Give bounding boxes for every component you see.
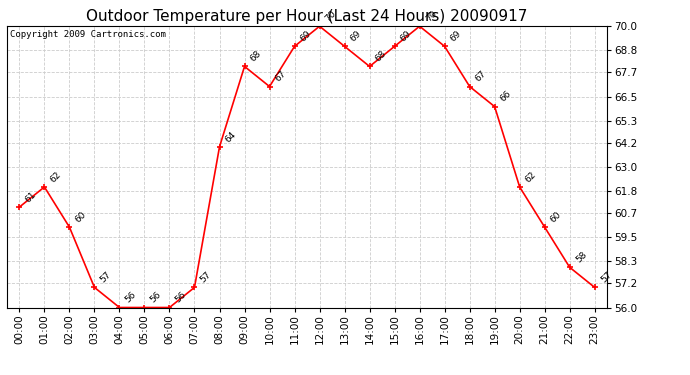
Text: 56: 56 xyxy=(148,290,163,305)
Text: 67: 67 xyxy=(274,69,288,84)
Text: Copyright 2009 Cartronics.com: Copyright 2009 Cartronics.com xyxy=(10,30,166,39)
Text: 61: 61 xyxy=(23,190,38,204)
Text: 62: 62 xyxy=(524,170,538,184)
Text: 58: 58 xyxy=(574,250,589,264)
Text: 69: 69 xyxy=(299,29,313,44)
Text: 66: 66 xyxy=(499,89,513,104)
Text: 69: 69 xyxy=(348,29,363,44)
Text: 64: 64 xyxy=(224,130,238,144)
Text: 60: 60 xyxy=(549,210,563,224)
Text: 69: 69 xyxy=(448,29,463,44)
Text: 57: 57 xyxy=(599,270,613,285)
Text: 56: 56 xyxy=(174,290,188,305)
Text: 70: 70 xyxy=(324,9,338,24)
Text: 62: 62 xyxy=(48,170,63,184)
Text: 60: 60 xyxy=(74,210,88,224)
Text: 68: 68 xyxy=(374,49,388,64)
Text: 69: 69 xyxy=(399,29,413,44)
Title: Outdoor Temperature per Hour (Last 24 Hours) 20090917: Outdoor Temperature per Hour (Last 24 Ho… xyxy=(86,9,528,24)
Text: 67: 67 xyxy=(474,69,489,84)
Text: 56: 56 xyxy=(124,290,138,305)
Text: 57: 57 xyxy=(199,270,213,285)
Text: 57: 57 xyxy=(99,270,113,285)
Text: 68: 68 xyxy=(248,49,263,64)
Text: 70: 70 xyxy=(424,9,438,24)
